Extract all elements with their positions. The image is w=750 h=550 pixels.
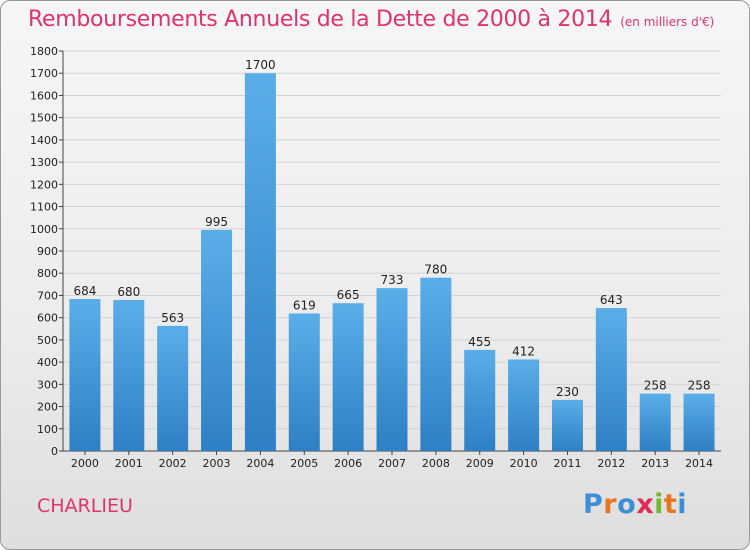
x-tick-label: 2004	[246, 457, 274, 470]
bar-value-label: 563	[161, 311, 184, 325]
y-tick-label: 1200	[30, 178, 58, 191]
x-tick-label: 2008	[422, 457, 450, 470]
bar	[376, 288, 408, 451]
chart-title-text: Remboursements Annuels de la Dette de 20…	[28, 7, 613, 32]
bar	[113, 299, 145, 451]
bar	[244, 73, 276, 451]
x-tick-label: 2003	[203, 457, 231, 470]
bar	[332, 303, 364, 451]
bar	[157, 325, 189, 451]
y-tick-label: 200	[37, 401, 58, 414]
bar	[464, 349, 496, 451]
logo-letter: P	[583, 489, 604, 520]
y-tick-label: 1700	[30, 67, 58, 80]
bar	[508, 359, 540, 451]
y-tick-label: 500	[37, 334, 58, 347]
y-tick-label: 0	[51, 445, 58, 458]
y-tick-label: 700	[37, 289, 58, 302]
y-tick-label: 1300	[30, 156, 58, 169]
bar	[420, 277, 452, 451]
x-tick-label: 2001	[115, 457, 143, 470]
x-tick-label: 2014	[685, 457, 713, 470]
bar-value-label: 258	[688, 379, 711, 393]
x-tick-label: 2002	[159, 457, 187, 470]
bar	[69, 299, 101, 451]
y-tick-label: 1600	[30, 89, 58, 102]
y-tick-label: 100	[37, 423, 58, 436]
x-tick-label: 2005	[290, 457, 318, 470]
city-name: CHARLIEU	[37, 495, 133, 517]
y-tick-label: 1000	[30, 223, 58, 236]
bar	[683, 393, 715, 451]
logo-letter: t	[663, 489, 678, 520]
y-tick-label: 1100	[30, 201, 58, 214]
bar-value-label: 684	[73, 284, 96, 298]
x-tick-label: 2006	[334, 457, 362, 470]
logo-letter: x	[636, 489, 655, 520]
x-tick-label: 2011	[553, 457, 581, 470]
x-tick-label: 2013	[641, 457, 669, 470]
y-tick-label: 900	[37, 245, 58, 258]
logo-letter: r	[603, 489, 618, 520]
chart-unit: (en milliers d'€)	[620, 15, 715, 29]
y-tick-label: 1400	[30, 134, 58, 147]
bar-value-label: 995	[205, 215, 228, 229]
bar	[595, 308, 627, 451]
bar-value-label: 643	[600, 293, 623, 307]
bar-value-label: 733	[381, 273, 404, 287]
bar-layer: 684 680 563 995 1700 619 665 733 780 455 412 230 643…	[69, 58, 715, 451]
y-tick-label: 800	[37, 267, 58, 280]
bar-value-label: 619	[293, 298, 316, 312]
logo-letter: o	[617, 489, 637, 520]
bar	[288, 313, 320, 451]
bar-value-label: 680	[117, 285, 140, 299]
proxiti-logo: Proxiti	[583, 489, 687, 520]
logo-letter: i	[654, 489, 664, 520]
bar-value-label: 230	[556, 385, 579, 399]
chart-title: Remboursements Annuels de la Dette de 20…	[28, 7, 714, 32]
bar-value-label: 412	[512, 344, 535, 358]
y-tick-label: 300	[37, 378, 58, 391]
bar	[639, 393, 671, 451]
y-tick-label: 1500	[30, 112, 58, 125]
y-tick-label: 400	[37, 356, 58, 369]
bar	[201, 229, 233, 451]
bar	[551, 399, 583, 451]
bar-value-label: 780	[424, 263, 447, 277]
bar-value-label: 1700	[245, 58, 276, 72]
x-tick-label: 2007	[378, 457, 406, 470]
bar-value-label: 455	[468, 335, 491, 349]
logo-letter: i	[677, 489, 688, 520]
x-tick-label: 2012	[597, 457, 625, 470]
x-tick-label: 2009	[466, 457, 494, 470]
y-tick-label: 1800	[30, 45, 58, 58]
y-tick-label: 600	[37, 312, 58, 325]
x-tick-label: 2010	[510, 457, 538, 470]
bar-value-label: 665	[337, 288, 360, 302]
bar-value-label: 258	[644, 379, 667, 393]
x-tick-label: 2000	[71, 457, 99, 470]
